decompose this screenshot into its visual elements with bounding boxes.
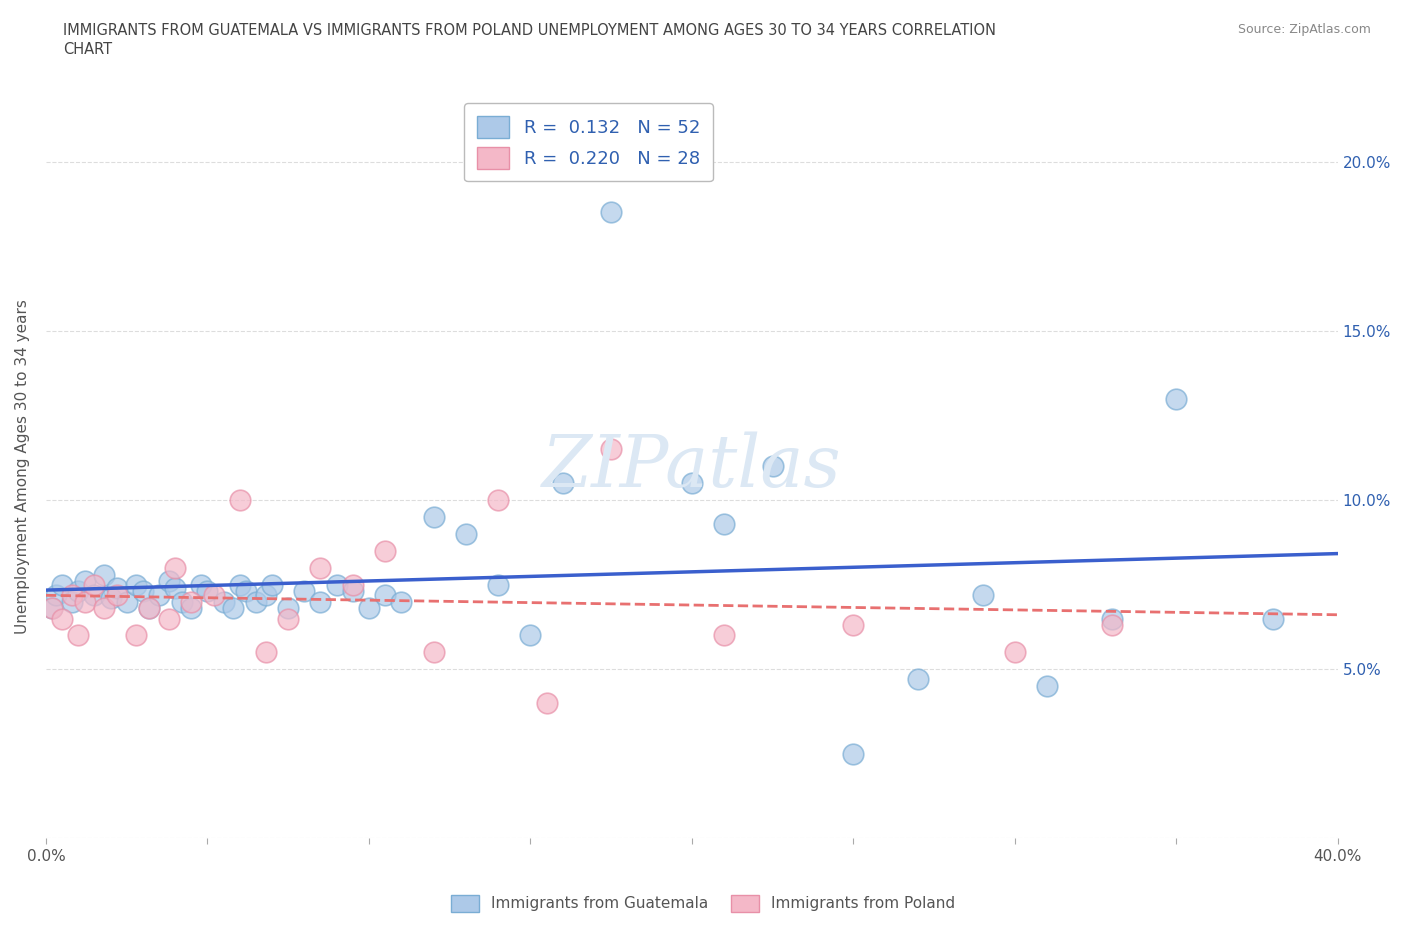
Immigrants from Guatemala [389,594,412,609]
Immigrants from Guatemala [73,574,96,589]
Immigrants from Guatemala [972,588,994,603]
Immigrants from Guatemala [165,580,187,595]
Text: CHART: CHART [63,42,112,57]
Immigrants from Poland [93,601,115,616]
Immigrants from Guatemala [222,601,245,616]
Immigrants from Guatemala [93,567,115,582]
Immigrants from Guatemala [1263,611,1285,626]
Immigrants from Guatemala [309,594,332,609]
Immigrants from Guatemala [842,747,865,762]
Immigrants from Guatemala [325,578,347,592]
Immigrants from Guatemala [212,594,235,609]
Immigrants from Guatemala [762,458,785,473]
Immigrants from Guatemala [486,578,509,592]
Immigrants from Poland [51,611,73,626]
Immigrants from Poland [83,578,105,592]
Immigrants from Guatemala [245,594,267,609]
Immigrants from Guatemala [292,584,315,599]
Immigrants from Guatemala [260,578,283,592]
Immigrants from Poland [73,594,96,609]
Immigrants from Guatemala [67,584,90,599]
Immigrants from Guatemala [681,476,703,491]
Immigrants from Poland [180,594,202,609]
Immigrants from Poland [229,493,252,508]
Immigrants from Guatemala [713,516,735,531]
Immigrants from Poland [374,543,396,558]
Immigrants from Guatemala [600,205,623,219]
Immigrants from Poland [842,618,865,632]
Immigrants from Guatemala [115,594,138,609]
Immigrants from Poland [600,442,623,457]
Immigrants from Guatemala [422,510,444,525]
Text: Source: ZipAtlas.com: Source: ZipAtlas.com [1237,23,1371,36]
Immigrants from Poland [342,578,364,592]
Immigrants from Guatemala [1166,392,1188,406]
Immigrants from Guatemala [83,588,105,603]
Immigrants from Guatemala [51,578,73,592]
Immigrants from Poland [486,493,509,508]
Immigrants from Poland [254,644,277,659]
Immigrants from Poland [713,628,735,643]
Immigrants from Guatemala [132,584,155,599]
Immigrants from Poland [165,560,187,575]
Immigrants from Poland [138,601,160,616]
Immigrants from Guatemala [342,584,364,599]
Immigrants from Guatemala [907,672,929,687]
Immigrants from Guatemala [519,628,541,643]
Immigrants from Poland [536,696,558,711]
Immigrants from Poland [1004,644,1026,659]
Immigrants from Guatemala [41,601,63,616]
Immigrants from Poland [67,628,90,643]
Immigrants from Poland [105,588,128,603]
Text: ZIPatlas: ZIPatlas [543,431,842,501]
Immigrants from Guatemala [1101,611,1123,626]
Immigrants from Poland [309,560,332,575]
Immigrants from Guatemala [235,584,257,599]
Immigrants from Poland [60,588,83,603]
Immigrants from Poland [125,628,148,643]
Immigrants from Guatemala [197,584,219,599]
Immigrants from Guatemala [60,594,83,609]
Immigrants from Guatemala [1036,679,1059,694]
Immigrants from Poland [41,601,63,616]
Immigrants from Poland [202,588,225,603]
Text: IMMIGRANTS FROM GUATEMALA VS IMMIGRANTS FROM POLAND UNEMPLOYMENT AMONG AGES 30 T: IMMIGRANTS FROM GUATEMALA VS IMMIGRANTS … [63,23,997,38]
Immigrants from Poland [1101,618,1123,632]
Legend: R =  0.132   N = 52, R =  0.220   N = 28: R = 0.132 N = 52, R = 0.220 N = 28 [464,103,713,181]
Immigrants from Guatemala [454,526,477,541]
Immigrants from Guatemala [157,574,180,589]
Immigrants from Guatemala [551,476,574,491]
Immigrants from Guatemala [190,578,212,592]
Immigrants from Guatemala [148,588,170,603]
Immigrants from Guatemala [125,578,148,592]
Immigrants from Guatemala [170,594,193,609]
Immigrants from Guatemala [374,588,396,603]
Legend: Immigrants from Guatemala, Immigrants from Poland: Immigrants from Guatemala, Immigrants fr… [446,889,960,918]
Immigrants from Guatemala [229,578,252,592]
Immigrants from Guatemala [100,591,122,605]
Immigrants from Poland [422,644,444,659]
Immigrants from Guatemala [277,601,299,616]
Immigrants from Guatemala [105,580,128,595]
Immigrants from Guatemala [357,601,380,616]
Immigrants from Guatemala [138,601,160,616]
Immigrants from Poland [277,611,299,626]
Immigrants from Poland [157,611,180,626]
Immigrants from Guatemala [180,601,202,616]
Y-axis label: Unemployment Among Ages 30 to 34 years: Unemployment Among Ages 30 to 34 years [15,299,30,633]
Immigrants from Guatemala [45,588,67,603]
Immigrants from Guatemala [254,588,277,603]
